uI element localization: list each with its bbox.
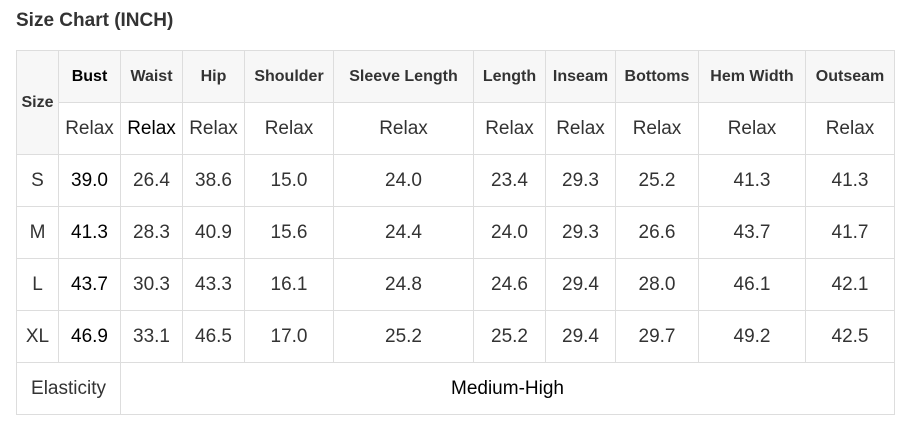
value-cell: 38.6 (182, 154, 245, 207)
value-cell: 30.3 (120, 258, 183, 311)
fit-cell: Relax (333, 102, 474, 155)
value-cell: 29.4 (545, 258, 616, 311)
size-cell: S (16, 154, 59, 207)
header-row: Size Bust Waist Hip Shoulder Sleeve Length Len… (16, 50, 895, 155)
value-cell: 24.6 (473, 258, 546, 311)
column-header: Inseam (545, 50, 616, 103)
value-cell: 43.7 (698, 206, 806, 259)
elasticity-label: Elasticity (16, 362, 121, 415)
value-cell: 24.4 (333, 206, 474, 259)
value-cell: 16.1 (244, 258, 334, 311)
value-cell: 28.3 (120, 206, 183, 259)
elasticity-row: Elasticity Medium-High (16, 362, 895, 415)
table-row: M 41.3 28.3 40.9 15.6 24.4 24.0 29.3 26.6 43.7 41.… (16, 206, 895, 259)
column-header: Hip (182, 50, 245, 103)
value-cell: 42.1 (805, 258, 895, 311)
column-header: Bust (58, 50, 121, 103)
value-cell: 46.5 (182, 310, 245, 363)
size-cell: L (16, 258, 59, 311)
fit-row: Relax Relax Relax Relax Relax Relax Relax Relax… (17, 102, 895, 155)
value-cell: 25.2 (615, 154, 699, 207)
value-cell: 41.7 (805, 206, 895, 259)
value-cell: 24.8 (333, 258, 474, 311)
size-header: Size (16, 50, 59, 155)
fit-cell: Relax (615, 102, 699, 155)
value-cell: 41.3 (58, 206, 121, 259)
size-cell: XL (16, 310, 59, 363)
page-title: Size Chart (INCH) (16, 10, 174, 31)
fit-cell: Relax (698, 102, 806, 155)
column-header: Length (473, 50, 546, 103)
fit-cell: Relax (120, 102, 183, 155)
value-cell: 17.0 (244, 310, 334, 363)
table-row: L 43.7 30.3 43.3 16.1 24.8 24.6 29.4 28.0 46.1 42.… (16, 258, 895, 311)
size-cell: M (16, 206, 59, 259)
column-header: Outseam (805, 50, 895, 103)
value-cell: 40.9 (182, 206, 245, 259)
fit-cell: Relax (58, 102, 121, 155)
column-header: Waist (120, 50, 183, 103)
column-header: Bottoms (615, 50, 699, 103)
fit-cell: Relax (473, 102, 546, 155)
value-cell: 39.0 (58, 154, 121, 207)
value-cell: 15.6 (244, 206, 334, 259)
value-cell: 46.9 (58, 310, 121, 363)
value-cell: 41.3 (805, 154, 895, 207)
fit-cell: Relax (182, 102, 245, 155)
elasticity-value: Medium-High (120, 362, 895, 415)
value-cell: 49.2 (698, 310, 806, 363)
value-cell: 29.4 (545, 310, 616, 363)
fit-cell: Relax (244, 102, 334, 155)
value-cell: 43.7 (58, 258, 121, 311)
value-cell: 24.0 (333, 154, 474, 207)
value-cell: 43.3 (182, 258, 245, 311)
table-row: XL 46.9 33.1 46.5 17.0 25.2 25.2 29.4 29.7 49.2 42… (16, 310, 895, 363)
value-cell: 29.7 (615, 310, 699, 363)
value-cell: 15.0 (244, 154, 334, 207)
value-cell: 25.2 (333, 310, 474, 363)
column-header: Sleeve Length (333, 50, 474, 103)
value-cell: 33.1 (120, 310, 183, 363)
value-cell: 24.0 (473, 206, 546, 259)
value-cell: 25.2 (473, 310, 546, 363)
column-header: Shoulder (244, 50, 334, 103)
value-cell: 23.4 (473, 154, 546, 207)
size-chart-table: Size Bust Waist Hip Shoulder Sleeve Length Len… (16, 50, 895, 415)
value-cell: 42.5 (805, 310, 895, 363)
column-header: Hem Width (698, 50, 806, 103)
table-row: S 39.0 26.4 38.6 15.0 24.0 23.4 29.3 25.2 41.3 41.… (16, 154, 895, 207)
value-cell: 28.0 (615, 258, 699, 311)
value-cell: 29.3 (545, 154, 616, 207)
value-cell: 46.1 (698, 258, 806, 311)
value-cell: 41.3 (698, 154, 806, 207)
fit-cell: Relax (545, 102, 616, 155)
value-cell: 29.3 (545, 206, 616, 259)
value-cell: 26.6 (615, 206, 699, 259)
fit-cell: Relax (805, 102, 895, 155)
value-cell: 26.4 (120, 154, 183, 207)
